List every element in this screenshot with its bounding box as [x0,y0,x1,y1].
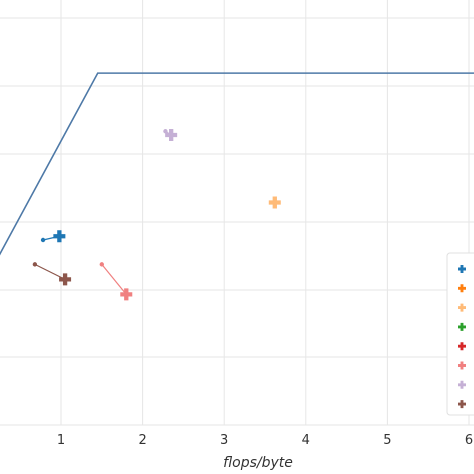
legend-marker-7 [458,400,466,409]
legend [446,252,474,416]
legend-marker-6 [458,380,466,389]
x-tick-label-2: 3 [220,433,228,448]
roofline-layer [0,72,474,256]
legend-box [446,252,474,416]
x-axis-label: flops/byte [223,455,293,471]
series-0-start-point [40,237,46,243]
series-7-start-point [32,262,38,267]
series-5-trail [101,263,127,295]
x-tick-label-1: 2 [138,433,146,448]
series-6-start-point [163,129,168,134]
series-6-end-point [165,129,178,141]
legend-marker-3 [458,322,466,331]
series-5-start-point [99,262,105,267]
series-0-end-point [53,230,66,243]
legend-marker-1 [458,284,466,293]
legend-marker-0 [458,265,466,273]
series-5 [99,262,133,301]
x-tick-label-3: 4 [302,433,310,448]
x-tick-labels: 1 2 3 4 5 6 [57,433,473,448]
series-2-end-point [268,196,281,209]
points-layer [32,129,281,301]
roofline [0,72,474,256]
series-7-end-point [59,273,72,286]
series-7 [32,262,72,286]
series-7-trail [34,263,66,280]
x-tick-label-5: 6 [465,433,473,448]
x-tick-label-4: 5 [383,433,391,448]
series-2 [268,196,281,209]
legend-marker-2 [458,303,466,312]
series-6 [163,129,178,141]
series-5-end-point [120,288,133,301]
grid-lines [0,0,474,426]
series-0 [40,230,66,243]
legend-marker-4 [458,342,466,351]
legend-marker-5 [458,361,466,370]
x-tick-label-0: 1 [57,433,65,448]
